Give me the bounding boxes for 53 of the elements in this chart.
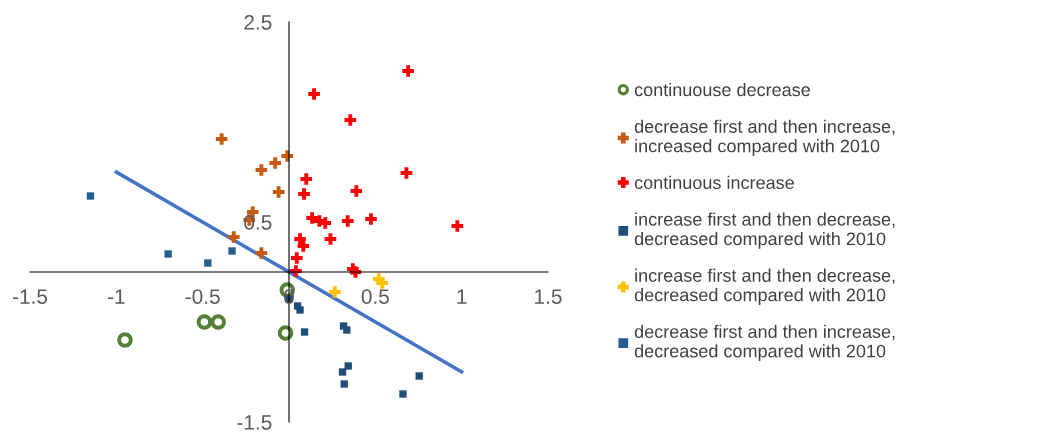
point bbox=[204, 259, 212, 267]
point bbox=[340, 380, 348, 388]
point bbox=[399, 390, 407, 398]
point bbox=[415, 372, 423, 380]
point bbox=[350, 185, 363, 197]
point bbox=[297, 240, 310, 252]
point bbox=[272, 186, 285, 198]
x-tick-label: -0.5 bbox=[185, 289, 220, 304]
legend-label: increase first and then decrease, decreased compared with 2010 bbox=[634, 212, 895, 249]
x-tick-label: 1.5 bbox=[535, 289, 562, 304]
point bbox=[228, 247, 236, 255]
point bbox=[255, 247, 268, 259]
point bbox=[365, 213, 377, 225]
point bbox=[215, 133, 228, 145]
legend-label: continuouse decrease bbox=[634, 82, 810, 97]
legend-label: decrease first and then increase, increased compared with 2010 bbox=[634, 119, 895, 156]
x-tick-label: 1 bbox=[457, 289, 467, 304]
point bbox=[210, 314, 226, 330]
point bbox=[344, 114, 357, 126]
point bbox=[255, 164, 268, 176]
point bbox=[451, 220, 464, 232]
point bbox=[402, 65, 414, 77]
legend-label: increase first and then decrease, decreased compared with 2010 bbox=[634, 268, 895, 305]
y-tick-label: 0.5 bbox=[244, 215, 272, 230]
point bbox=[343, 326, 351, 334]
point bbox=[298, 188, 310, 200]
point bbox=[341, 215, 354, 227]
legend-label: decrease first and then increase, decreased compared with 2010 bbox=[634, 324, 895, 362]
point bbox=[324, 233, 337, 245]
point bbox=[338, 368, 347, 376]
point bbox=[300, 173, 313, 185]
x-tick-label: 0 bbox=[284, 289, 294, 304]
y-tick-label: -1.5 bbox=[237, 415, 272, 430]
x-tick-label: -1 bbox=[108, 289, 125, 304]
point bbox=[306, 212, 318, 224]
x-tick-label: -1.5 bbox=[12, 289, 48, 304]
x-tick-label: 0.5 bbox=[361, 289, 389, 304]
point bbox=[400, 167, 413, 179]
point bbox=[227, 231, 240, 243]
point bbox=[300, 328, 309, 336]
point bbox=[308, 88, 320, 100]
point bbox=[196, 314, 213, 330]
point bbox=[86, 192, 95, 200]
point bbox=[344, 362, 352, 370]
point bbox=[117, 332, 133, 348]
point bbox=[269, 157, 281, 169]
legend-label: continuous increase bbox=[634, 175, 794, 190]
point bbox=[290, 252, 303, 264]
point bbox=[164, 250, 172, 258]
point bbox=[328, 286, 341, 298]
point bbox=[376, 277, 389, 289]
point bbox=[296, 306, 304, 314]
y-tick-label: 2.5 bbox=[244, 15, 272, 30]
